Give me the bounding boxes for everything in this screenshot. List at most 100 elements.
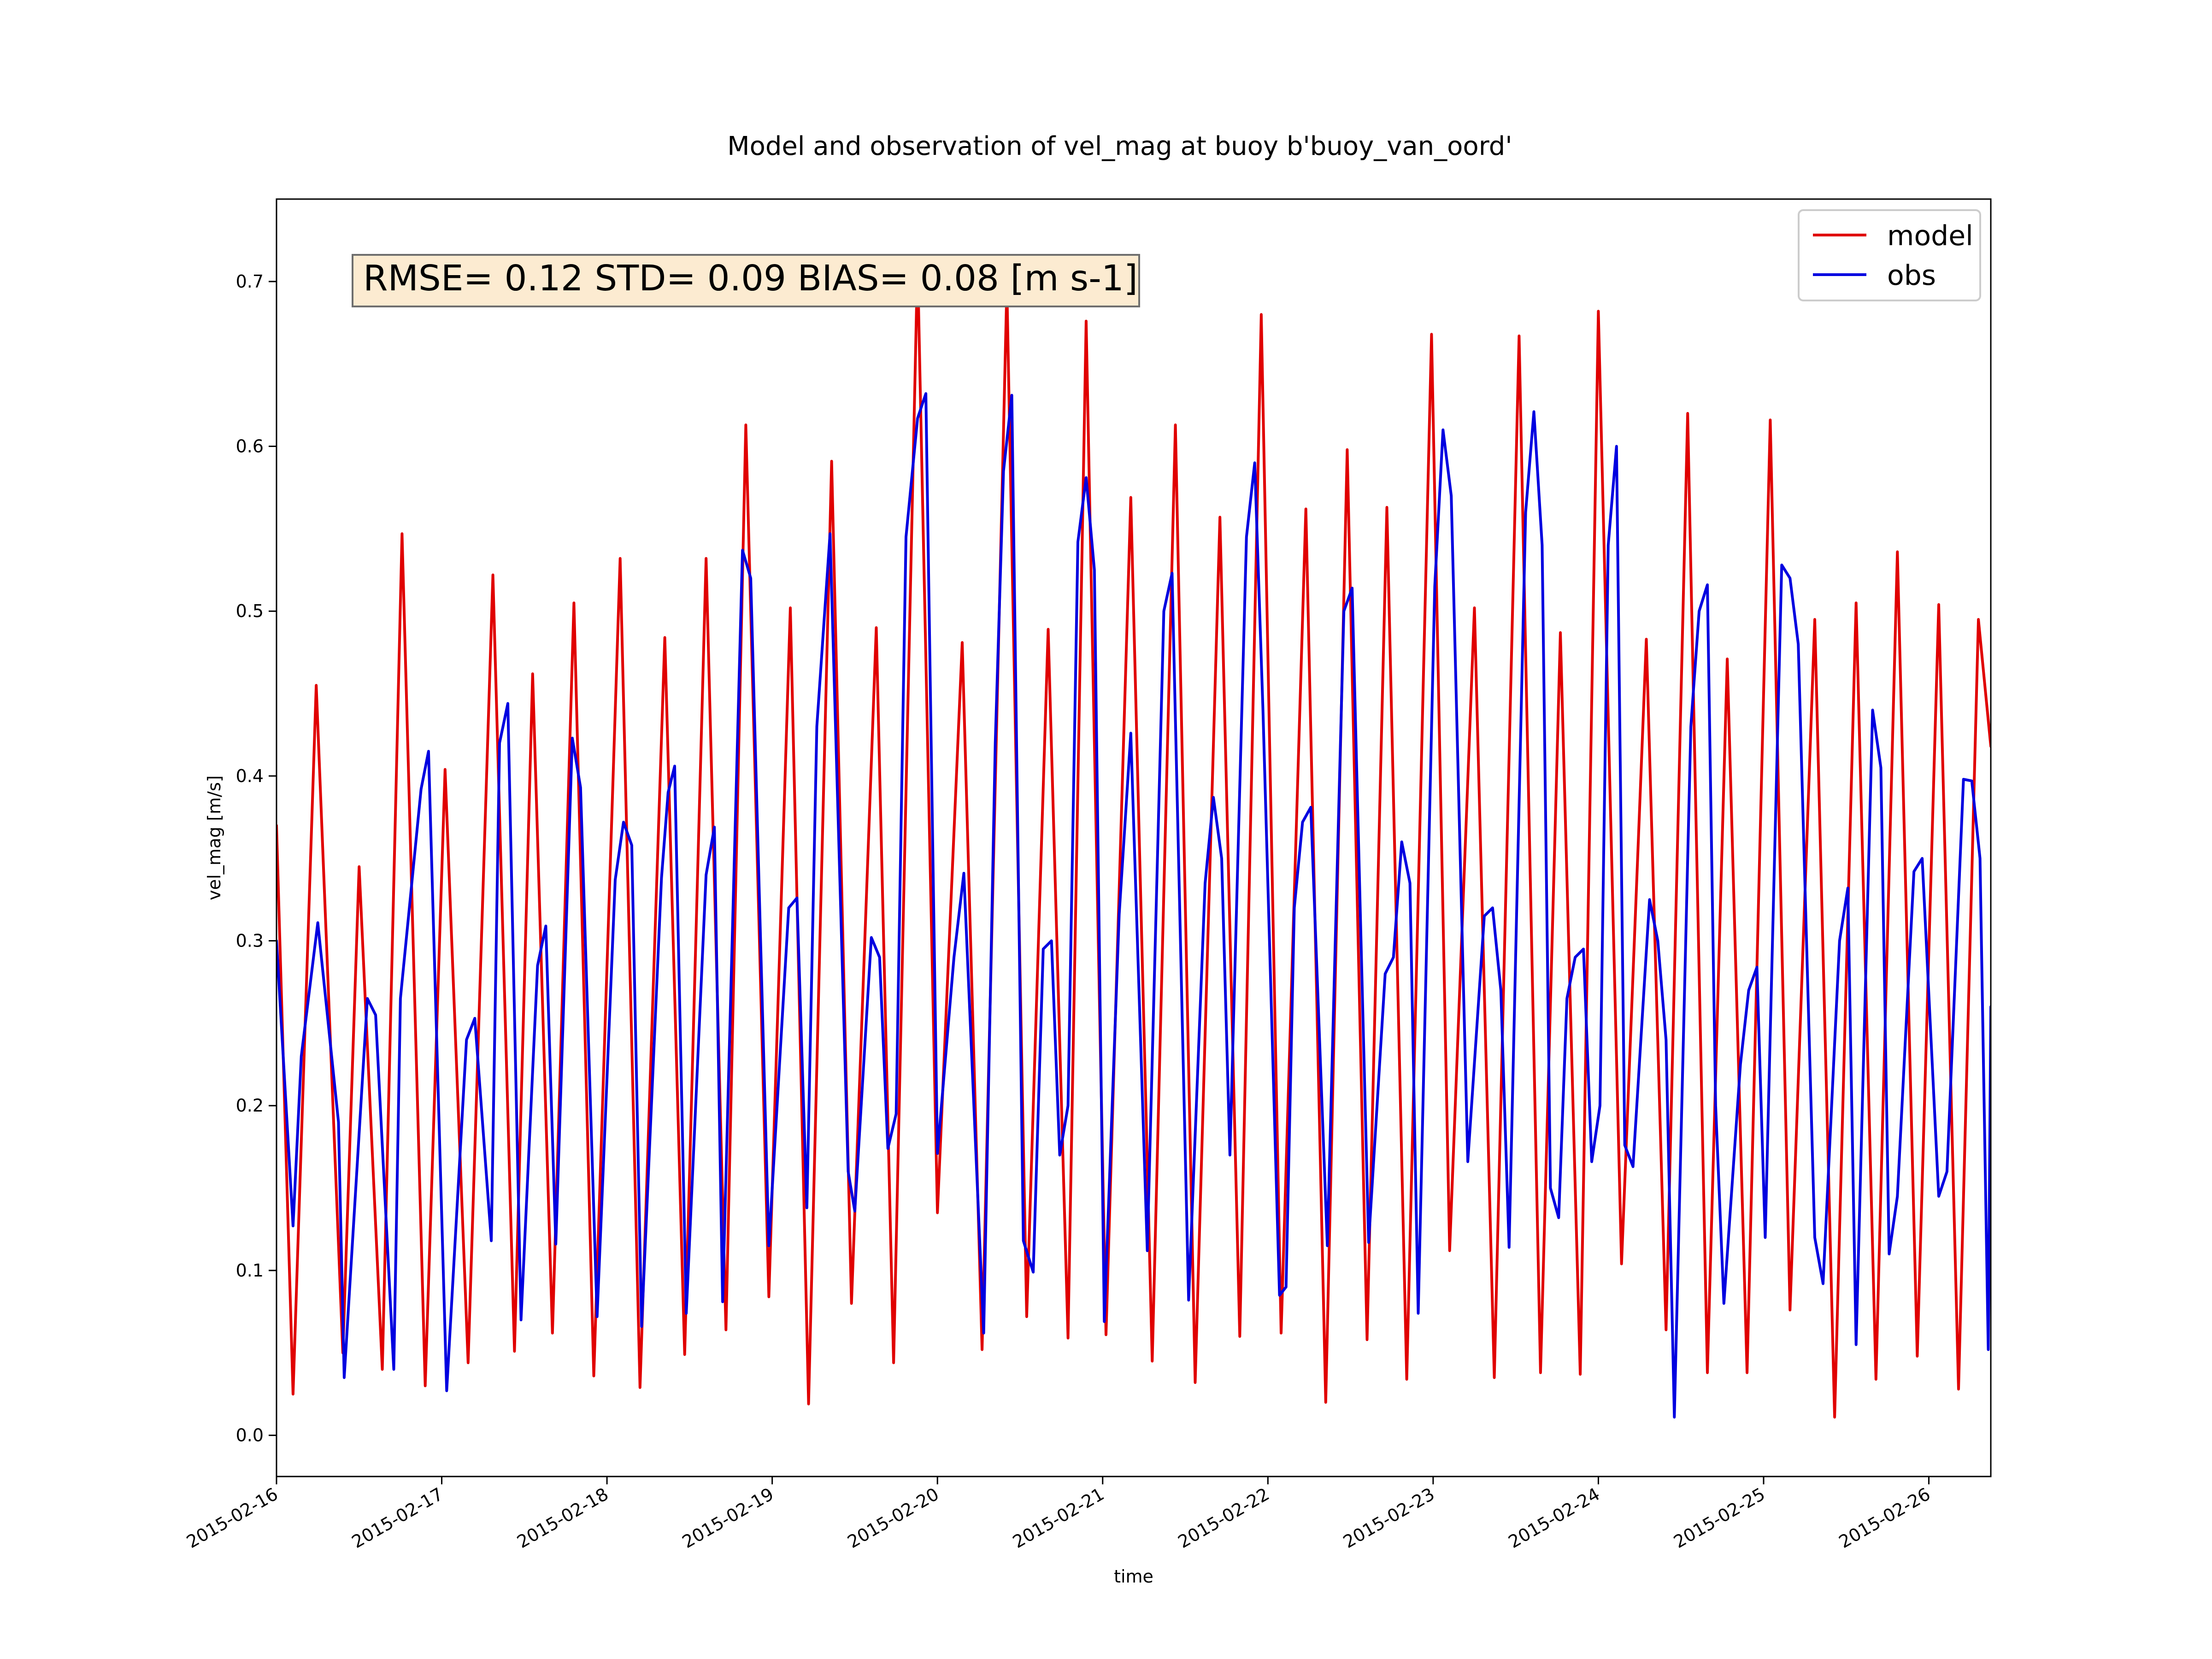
data-point-obs <box>1607 544 1610 547</box>
data-point-obs <box>1042 947 1045 950</box>
legend-label-model: model <box>1887 220 1973 252</box>
data-point-model <box>1280 1332 1282 1335</box>
data-point-model <box>1473 606 1476 609</box>
data-point-obs <box>673 765 676 767</box>
data-point-model <box>1130 496 1132 499</box>
data-point-obs <box>870 936 873 939</box>
data-point-obs <box>1163 610 1165 612</box>
data-point-obs <box>916 417 919 420</box>
data-point-model <box>1194 1381 1196 1384</box>
data-point-obs <box>536 964 539 967</box>
data-point-obs <box>905 535 907 538</box>
data-point-model <box>1305 507 1307 510</box>
data-point-model <box>875 626 877 629</box>
data-point-obs <box>1871 709 1874 712</box>
data-point-obs <box>685 1312 688 1315</box>
data-point-obs <box>1278 1294 1281 1297</box>
data-point-obs <box>1130 732 1132 735</box>
stats-box: RMSE= 0.12 STD= 0.09 BIAS= 0.08 [m s-1] <box>352 254 1140 307</box>
data-point-obs <box>1253 461 1256 464</box>
data-point-obs <box>1450 494 1453 497</box>
data-point-obs <box>1797 643 1800 646</box>
data-point-obs <box>1665 1038 1667 1041</box>
data-point-obs <box>1309 806 1312 809</box>
legend-frame <box>1798 209 1981 301</box>
data-point-obs <box>887 1147 889 1150</box>
data-point-model <box>1174 424 1177 426</box>
data-point-obs <box>622 821 625 824</box>
data-point-model <box>424 1384 427 1387</box>
data-point-obs <box>571 737 574 740</box>
data-point-obs <box>393 1368 395 1371</box>
series-layer <box>276 259 1991 1419</box>
data-point-obs <box>473 1017 476 1020</box>
data-point-obs <box>660 877 663 880</box>
data-point-obs <box>721 1300 724 1303</box>
data-point-model <box>936 1212 939 1214</box>
data-point-obs <box>806 1206 808 1209</box>
data-point-obs <box>1103 1320 1106 1323</box>
chart-title: Model and observation of vel_mag at buoy… <box>727 131 1512 161</box>
data-point-obs <box>1689 725 1692 728</box>
data-point-model <box>1025 1315 1028 1318</box>
data-point-obs <box>343 1376 346 1379</box>
y-tick-label: 0.7 <box>236 271 264 292</box>
data-point-obs <box>1533 410 1535 413</box>
y-tick-label: 0.3 <box>236 931 264 951</box>
data-point-obs <box>579 786 582 789</box>
data-point-obs <box>924 392 927 395</box>
data-point-obs <box>1921 857 1924 860</box>
data-point-model <box>789 606 792 609</box>
data-point-model <box>981 1348 983 1351</box>
data-point-obs <box>1788 577 1791 580</box>
legend-label-obs: obs <box>1887 259 1936 292</box>
data-point-model <box>1448 1249 1451 1252</box>
data-point-obs <box>1326 1244 1329 1247</box>
data-point-obs <box>317 921 319 924</box>
data-point-model <box>1726 658 1729 660</box>
data-point-model <box>1620 1263 1623 1265</box>
data-point-obs <box>1855 1343 1858 1346</box>
data-point-obs <box>1582 947 1585 950</box>
data-point-obs <box>1293 906 1296 909</box>
data-point-obs <box>420 788 423 790</box>
data-point-obs <box>1032 1271 1035 1273</box>
data-point-obs <box>1093 569 1096 571</box>
plot-area <box>276 198 1992 1477</box>
data-point-model <box>1260 313 1263 316</box>
data-point-model <box>444 768 447 771</box>
data-point-obs <box>1979 857 1982 860</box>
data-point-obs <box>1971 780 1973 782</box>
data-point-obs <box>445 1389 448 1392</box>
data-point-obs <box>767 1244 770 1247</box>
data-point-obs <box>1698 610 1700 612</box>
data-point-obs <box>1262 709 1265 712</box>
data-point-obs <box>1085 477 1088 479</box>
data-point-obs <box>1723 1302 1725 1305</box>
data-point-obs <box>1747 989 1750 992</box>
data-point-obs <box>816 725 818 728</box>
data-point-obs <box>749 577 752 580</box>
data-point-obs <box>1500 989 1502 992</box>
data-point-model <box>1896 550 1899 553</box>
data-point-model <box>1324 1401 1327 1404</box>
data-point-obs <box>795 897 798 900</box>
y-tick-label: 0.6 <box>236 436 264 457</box>
data-point-obs <box>982 1332 985 1335</box>
plot-frame <box>276 198 1992 1477</box>
data-point-obs <box>1624 1144 1626 1147</box>
data-point-obs <box>963 872 965 875</box>
data-point-obs <box>1441 429 1444 431</box>
data-point-model <box>1238 1335 1241 1338</box>
series-points-model <box>276 259 1991 1418</box>
data-point-model <box>1366 1338 1368 1341</box>
data-point-obs <box>1549 1187 1552 1189</box>
data-point-model <box>1769 418 1771 421</box>
data-point-obs <box>596 1315 599 1318</box>
series-points-obs <box>276 392 1991 1418</box>
legend: model obs <box>1798 209 1981 301</box>
data-point-obs <box>1912 870 1915 873</box>
data-point-obs <box>1050 940 1053 942</box>
data-point-model <box>358 865 360 868</box>
data-point-model <box>807 1403 810 1406</box>
